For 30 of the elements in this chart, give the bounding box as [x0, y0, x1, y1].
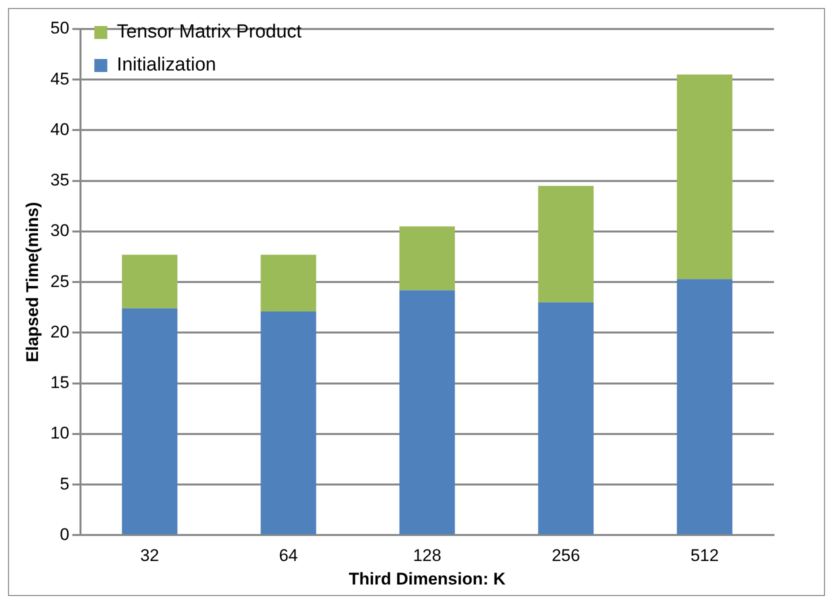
y-tick-label: 0 — [60, 524, 70, 544]
y-tick-label: 20 — [50, 322, 70, 342]
x-tick-label: 128 — [412, 546, 442, 566]
y-tick-label: 35 — [50, 170, 70, 190]
y-tick-label: 30 — [50, 221, 70, 240]
bar — [260, 311, 316, 534]
x-tick-label: 256 — [552, 546, 580, 566]
y-tick-label: 10 — [50, 424, 70, 443]
x-axis-title: Third Dimension: K — [348, 569, 506, 588]
bar — [122, 254, 178, 308]
legend-label: Initialization — [116, 54, 216, 76]
bar — [260, 254, 316, 312]
y-tick-label: 40 — [50, 120, 70, 139]
bar — [676, 279, 732, 534]
bar — [399, 226, 455, 290]
y-tick-label: 50 — [50, 18, 70, 38]
y-axis-title: Elapsed Time(mins) — [22, 202, 42, 362]
bar — [399, 290, 455, 534]
y-tick-label: 15 — [50, 373, 70, 392]
legend-label: Tensor Matrix Product — [116, 22, 302, 43]
x-tick-label: 512 — [690, 546, 719, 566]
bar — [538, 186, 594, 302]
y-tick-label: 5 — [60, 474, 70, 494]
bar — [122, 308, 178, 534]
y-tick-label: 25 — [50, 272, 70, 291]
x-tick-label: 32 — [140, 546, 160, 566]
bar — [676, 74, 732, 280]
y-tick-label: 45 — [50, 69, 70, 88]
x-tick-label: 64 — [278, 546, 298, 566]
bar — [538, 302, 594, 534]
